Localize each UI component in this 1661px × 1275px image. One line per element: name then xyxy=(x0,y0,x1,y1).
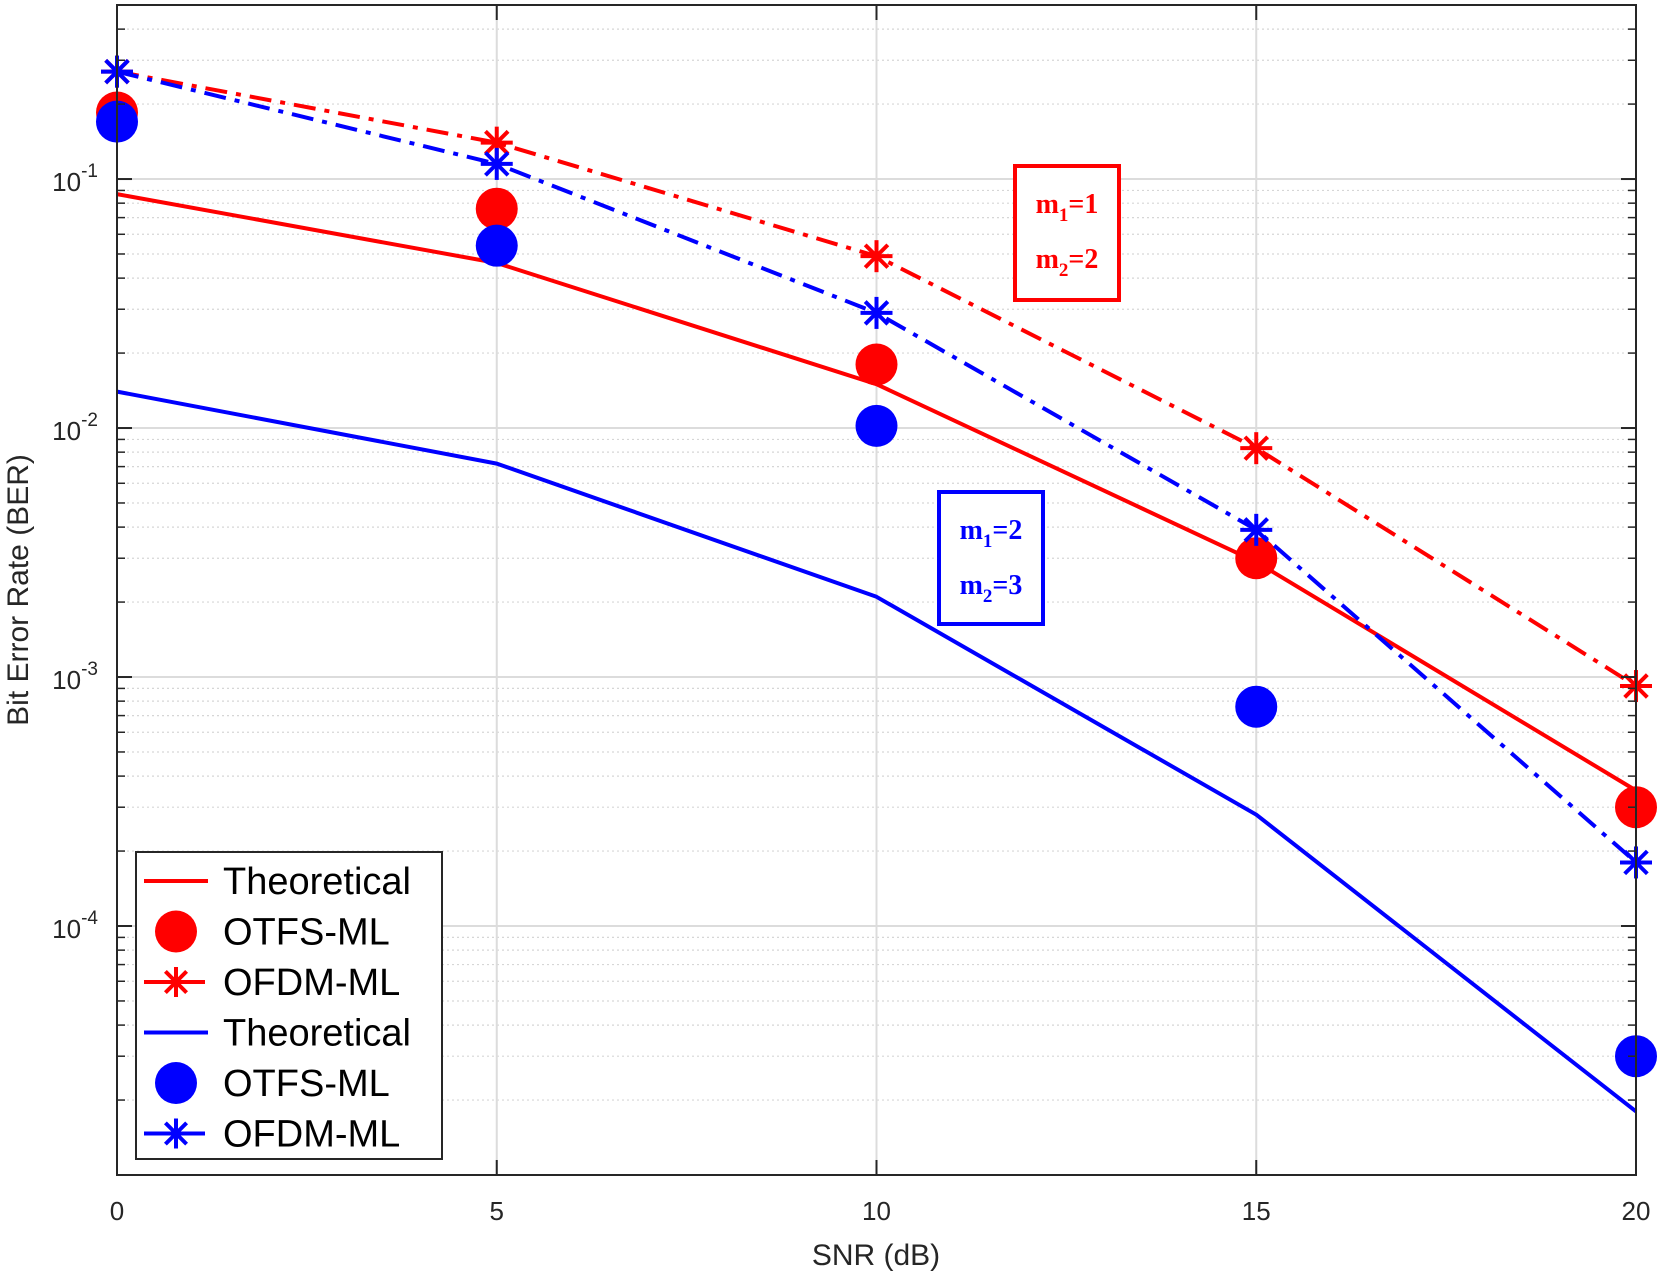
legend-entry: OTFS-ML xyxy=(155,910,390,954)
data-point xyxy=(860,296,893,329)
marker-stroke xyxy=(863,243,890,269)
legend-marker xyxy=(155,1062,197,1104)
series-layer xyxy=(96,55,1657,1113)
data-point xyxy=(1240,513,1273,546)
series-5-ofdm-ml xyxy=(101,55,1652,879)
x-tick-label: 15 xyxy=(1242,1196,1271,1226)
annotations: m1=1 m2=2 m1=2 m2=3 xyxy=(937,164,1121,626)
annotation-box: m1=1 m2=2 xyxy=(1013,164,1121,302)
marker-stroke xyxy=(863,300,890,326)
legend-entry: OFDM-ML xyxy=(144,962,400,1004)
marker-stroke xyxy=(163,969,189,995)
annotation-line: m1=1 xyxy=(1036,189,1099,226)
legend: Theoretical OTFS-ML OFDM-ML Theoretical OTFS… xyxy=(135,851,443,1160)
legend-entry: Theoretical xyxy=(144,1013,411,1055)
marker-stroke xyxy=(163,1121,189,1146)
y-tick-label: 10-4 xyxy=(52,908,98,944)
data-point xyxy=(1235,537,1278,580)
legend-label: OFDM-ML xyxy=(223,962,400,1004)
annotation-box: m1=2 m2=3 xyxy=(937,490,1045,626)
legend-label: OFDM-ML xyxy=(223,1114,400,1156)
data-point xyxy=(475,187,518,230)
data-point xyxy=(480,147,513,180)
marker-stroke xyxy=(1243,435,1269,461)
legend-entry: OFDM-ML xyxy=(144,1114,400,1156)
data-point xyxy=(1235,685,1278,728)
legend-label: OTFS-ML xyxy=(223,1063,390,1105)
x-axis-label: SNR (dB) xyxy=(812,1239,940,1272)
series-3-theoretical xyxy=(116,389,1638,1113)
y-tick-label: 10-1 xyxy=(52,161,98,197)
legend-label: Theoretical xyxy=(223,1013,411,1055)
x-tick-label: 20 xyxy=(1622,1196,1651,1226)
data-point xyxy=(475,224,518,267)
legend-marker xyxy=(155,910,197,953)
data-point xyxy=(1240,432,1273,465)
legend-label: Theoretical xyxy=(223,861,411,903)
y-tick-label: 10-3 xyxy=(52,659,98,695)
legend-entry: OTFS-ML xyxy=(155,1062,390,1105)
x-tick-label: 10 xyxy=(862,1196,891,1226)
data-point xyxy=(855,404,898,447)
legend-frame xyxy=(135,851,443,1160)
minor-grid xyxy=(117,28,1636,1101)
marker-stroke xyxy=(484,151,510,177)
legend-label: OTFS-ML xyxy=(223,912,390,954)
legend-marker xyxy=(161,967,191,997)
annotation-line: m2=2 xyxy=(1036,244,1099,281)
annotation-line: m2=3 xyxy=(960,570,1023,607)
annotation-frame xyxy=(937,490,1045,626)
marker-stroke xyxy=(484,129,510,156)
annotation-line: m1=2 xyxy=(960,515,1023,552)
annotation-frame xyxy=(1013,164,1121,302)
x-tick-label: 5 xyxy=(490,1196,504,1226)
legend-entry: Theoretical xyxy=(144,861,411,903)
series-line xyxy=(116,389,1638,1113)
axis-ticks: 10-1 10-2 10-3 10-4 0 5 10 15 20 xyxy=(52,5,1650,1226)
y-tick-label: 10-2 xyxy=(52,410,98,446)
data-point xyxy=(855,343,898,386)
x-tick-label: 0 xyxy=(110,1196,124,1226)
legend-marker xyxy=(161,1118,191,1149)
y-axis-label: Bit Error Rate (BER) xyxy=(2,454,35,726)
marker-stroke xyxy=(1243,517,1269,543)
data-point xyxy=(860,240,893,273)
